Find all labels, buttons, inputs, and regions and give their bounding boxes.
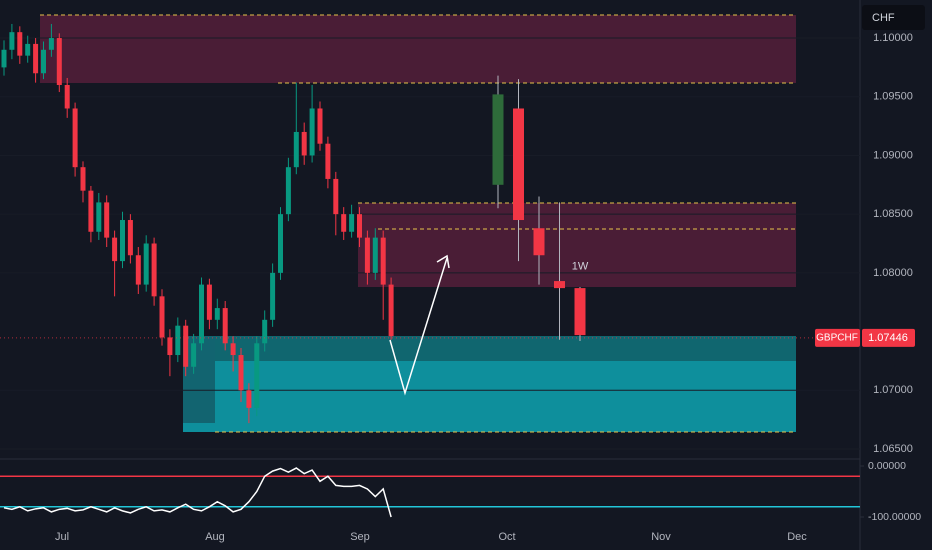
candle-body <box>104 202 110 238</box>
candle-body <box>262 319 268 344</box>
zone-edges <box>40 14 796 433</box>
y-tick-label: 1.09000 <box>873 149 913 161</box>
candle-body <box>183 325 189 367</box>
symbol-box <box>815 328 860 347</box>
candle-body <box>574 288 586 336</box>
candle-body <box>167 337 173 356</box>
candle-body <box>357 214 362 238</box>
candle-body <box>175 325 181 356</box>
x-tick-label: Dec <box>787 531 807 543</box>
candle-body <box>341 214 347 232</box>
candle-body <box>80 167 86 191</box>
x-tick-label: Sep <box>350 531 370 543</box>
currency-box <box>862 5 925 30</box>
candle-body <box>317 108 323 144</box>
y-tick-label: 1.07000 <box>873 384 913 396</box>
candle-body <box>143 243 149 285</box>
candle-body <box>206 284 212 320</box>
candle-body <box>88 190 94 232</box>
candle-body <box>96 202 102 232</box>
currency: CHF <box>872 12 895 24</box>
y-tick-label: 1.09500 <box>873 91 913 103</box>
candle-body <box>151 243 157 297</box>
demand-zone-top <box>183 336 796 361</box>
x-tick-label: Aug <box>205 531 225 543</box>
candle-body <box>388 284 394 337</box>
candle-body <box>135 255 141 285</box>
candle-body <box>325 143 331 179</box>
symbol-label: GBPCHF <box>816 333 858 344</box>
candle-body <box>17 32 23 56</box>
candle-body <box>112 237 118 262</box>
candle-body <box>309 108 315 156</box>
candle-body <box>301 131 307 156</box>
candle-body <box>127 220 133 256</box>
y-tick-label: 0.00000 <box>868 460 906 472</box>
candle-body <box>9 32 15 50</box>
candle-body <box>214 308 220 320</box>
candle-body <box>159 296 165 338</box>
plot: 1.10000 1.09500 1.09000 1.08500 1.08000 1.070… <box>0 23 921 543</box>
candle-body <box>492 94 504 185</box>
candle-body <box>64 85 70 109</box>
candle-body <box>56 38 62 86</box>
y-tick-label: -100.00000 <box>868 511 921 523</box>
x-tick-label: Oct <box>498 531 515 543</box>
projection-arrow <box>389 254 450 396</box>
timeframe-label: 1W <box>572 260 589 272</box>
y-tick-label: 1.06500 <box>873 443 913 455</box>
candle-body <box>48 38 54 50</box>
y-tick-label: 1.08500 <box>873 208 913 220</box>
y-tick-label: 1.10000 <box>873 32 913 44</box>
oscillator-line <box>3 467 392 518</box>
candle-body <box>191 343 197 367</box>
price-box <box>862 328 915 347</box>
candle-body <box>199 284 204 344</box>
demand-zone-left <box>183 336 215 423</box>
candle-body <box>293 131 299 168</box>
candle-body <box>364 237 370 273</box>
candle-body <box>533 228 545 256</box>
candle-body <box>1 49 7 68</box>
price-label: 1.07446 <box>868 332 908 344</box>
candle-body <box>230 343 236 356</box>
candle-body <box>270 272 276 320</box>
candle-body <box>222 308 228 344</box>
candle-body <box>349 214 355 232</box>
supply-zone <box>358 203 796 287</box>
y-tick-label: 1.08000 <box>873 267 913 279</box>
candle-body <box>246 390 252 408</box>
candle-body <box>554 281 565 289</box>
candle-body <box>254 343 260 408</box>
candle-body <box>285 167 291 215</box>
candle-body <box>33 43 39 74</box>
candle-body <box>333 178 339 215</box>
candle-body <box>25 43 31 56</box>
candle-body <box>372 237 378 273</box>
candle-body <box>120 220 125 262</box>
candle-body <box>72 108 78 168</box>
candle-body <box>380 237 386 285</box>
x-tick-label: Nov <box>651 531 671 543</box>
candle-body <box>238 355 244 391</box>
x-tick-label: Jul <box>55 531 69 543</box>
candle-body <box>41 49 46 74</box>
candle-body <box>278 214 283 273</box>
supply-zone <box>40 15 796 83</box>
candle-body <box>513 108 524 221</box>
